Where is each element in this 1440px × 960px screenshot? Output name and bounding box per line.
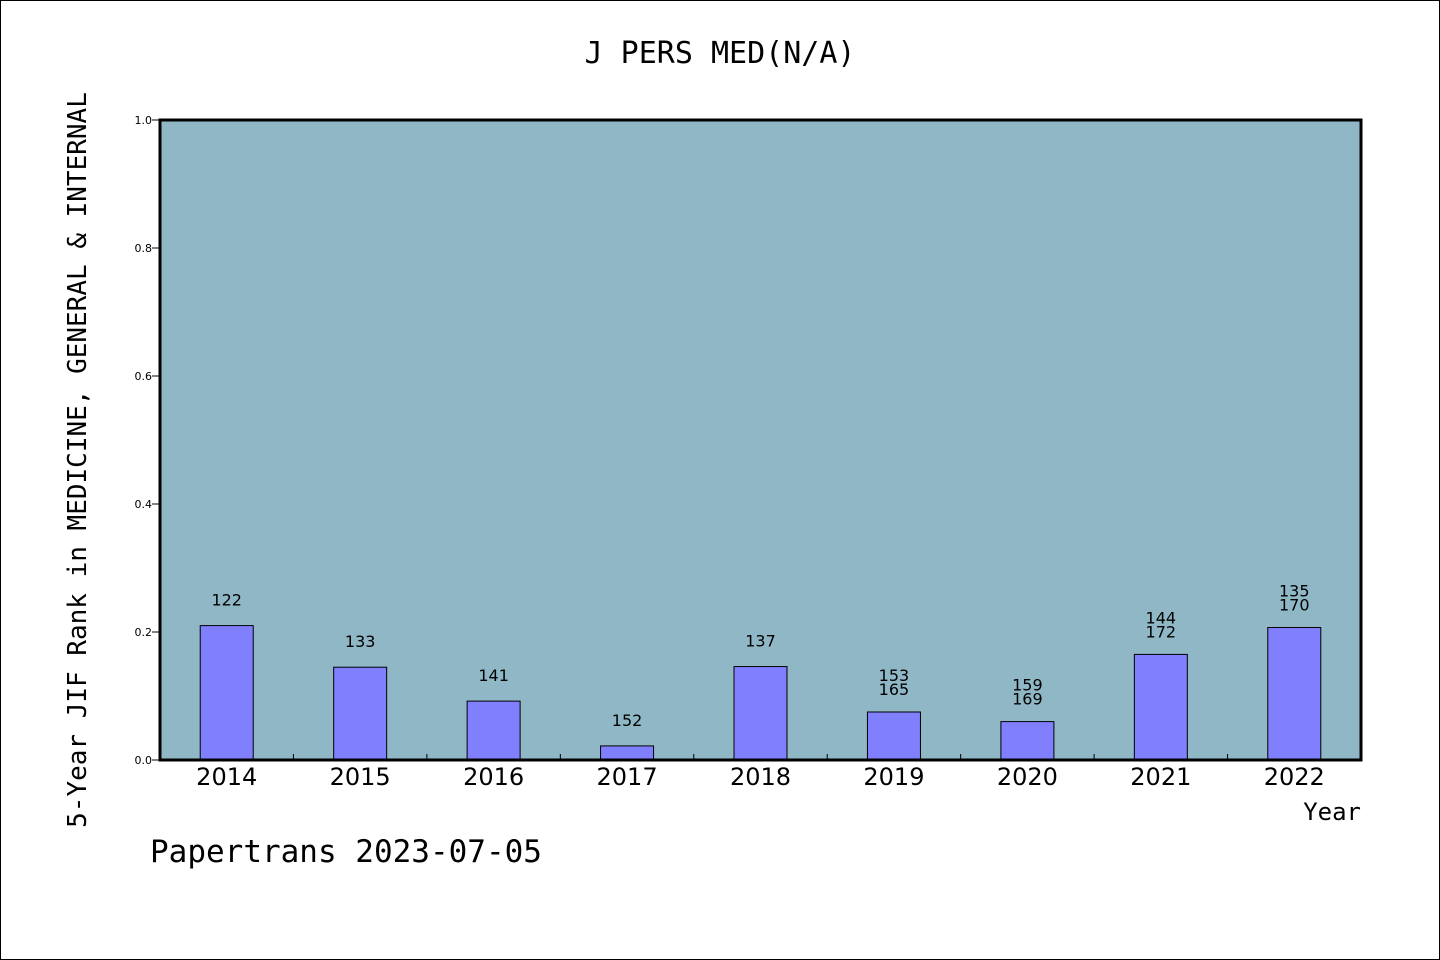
bar-value-label: 159 xyxy=(1012,676,1043,695)
x-axis-ticks: 2014 2015 2016 2017 2018 2019 2020 2021 2022 xyxy=(196,754,1325,791)
bar-value-label: 153 xyxy=(879,666,910,685)
x-axis-label: Year xyxy=(1303,798,1361,826)
bar-value-label: 165 xyxy=(879,680,910,699)
bar-value-label: 137 xyxy=(745,632,776,651)
bar-value-label: 133 xyxy=(345,632,376,651)
x-tick-label: 2015 xyxy=(330,763,391,791)
x-tick-label: 2014 xyxy=(196,763,257,791)
bar-value-label: 141 xyxy=(478,666,509,685)
y-tick-label: 0.0 xyxy=(135,754,153,767)
bar-2022 xyxy=(1267,627,1322,761)
bar-2015 xyxy=(333,666,388,761)
chart-title: J PERS MED(N/A) xyxy=(584,36,856,71)
y-tick-label: 0.8 xyxy=(135,242,153,255)
y-tick-label: 0.6 xyxy=(135,370,153,383)
x-tick-label: 2022 xyxy=(1264,763,1325,791)
x-tick-label: 2021 xyxy=(1130,763,1191,791)
bar-2018 xyxy=(733,666,788,761)
plot-area xyxy=(160,120,1361,760)
x-tick-label: 2017 xyxy=(597,763,658,791)
bar-2016 xyxy=(466,700,521,761)
x-tick-label: 2019 xyxy=(863,763,924,791)
bar-value-label: 169 xyxy=(1012,690,1043,709)
plot-border xyxy=(158,118,1363,762)
y-axis-ticks: 0.0 0.2 0.4 0.6 0.8 1.0 xyxy=(135,114,160,767)
bars-group xyxy=(199,625,1322,761)
bar-value-label: 135 xyxy=(1279,582,1310,601)
bar-value-label: 122 xyxy=(211,591,242,610)
x-tick-label: 2018 xyxy=(730,763,791,791)
bar-value-label: 152 xyxy=(612,711,643,730)
bar-2021 xyxy=(1133,653,1188,761)
y-tick-label: 1.0 xyxy=(135,114,153,127)
bar-2017 xyxy=(600,745,655,761)
bar-2014 xyxy=(199,625,254,761)
y-tick-label: 0.4 xyxy=(135,498,153,511)
x-tick-label: 2016 xyxy=(463,763,524,791)
bar-value-label: 144 xyxy=(1146,608,1177,627)
bar-2019 xyxy=(866,711,921,761)
bar-value-label: 170 xyxy=(1279,596,1310,615)
bar-value-label: 172 xyxy=(1146,622,1177,641)
footer-credit: Papertrans 2023-07-05 xyxy=(150,834,542,870)
bar-2020 xyxy=(1000,721,1055,761)
y-tick-label: 0.2 xyxy=(135,626,153,639)
x-tick-label: 2020 xyxy=(997,763,1058,791)
